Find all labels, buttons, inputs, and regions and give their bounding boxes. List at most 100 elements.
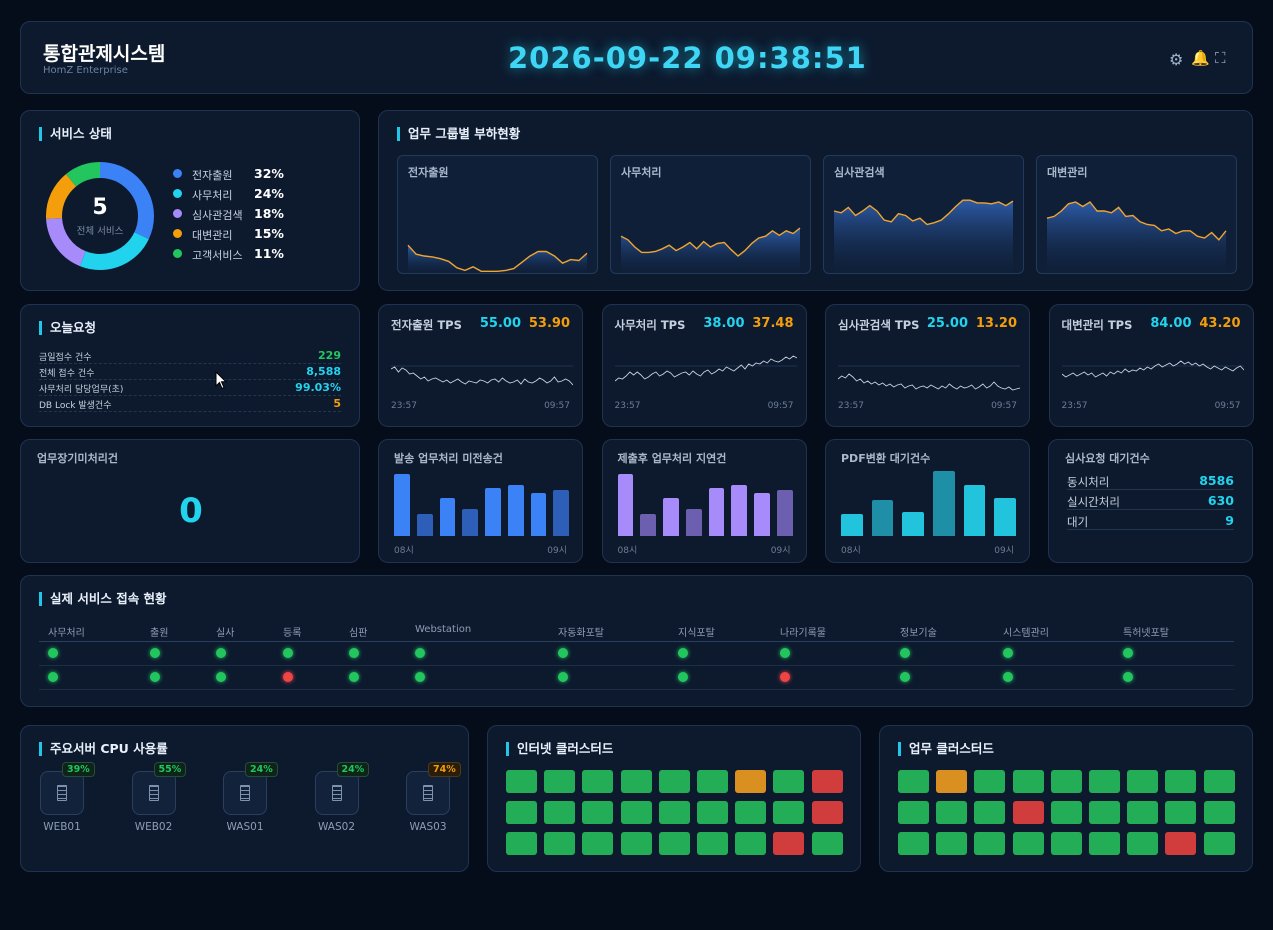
- cluster-node[interactable]: [1050, 801, 1082, 824]
- legend-label: 전자출원: [192, 169, 233, 182]
- access-status-dot[interactable]: [900, 648, 910, 658]
- tps-panel: 사무처리 TPS 38.00 37.48 23:57 09:57: [601, 304, 807, 427]
- access-status-dot[interactable]: [283, 648, 293, 658]
- cluster-node[interactable]: [1203, 801, 1235, 824]
- cluster-node[interactable]: [1203, 770, 1235, 793]
- cluster-node[interactable]: [1089, 770, 1120, 793]
- cluster-node[interactable]: [697, 801, 728, 824]
- cluster-node[interactable]: [1089, 801, 1120, 824]
- server-card[interactable]: [131, 771, 176, 815]
- group-load-card[interactable]: 심사관검색: [823, 155, 1024, 274]
- cluster-node[interactable]: [544, 832, 576, 855]
- access-status-dot[interactable]: [558, 648, 568, 658]
- cluster-node[interactable]: [735, 770, 767, 793]
- cluster-node[interactable]: [620, 801, 652, 824]
- cluster-node[interactable]: [1127, 801, 1159, 824]
- access-status-dot[interactable]: [349, 648, 359, 658]
- cluster-node[interactable]: [506, 832, 537, 855]
- cluster-node[interactable]: [658, 832, 690, 855]
- access-status-dot[interactable]: [283, 672, 293, 682]
- gear-icon[interactable]: ⚙: [1169, 50, 1184, 69]
- cluster-node[interactable]: [1050, 832, 1082, 855]
- cluster-node[interactable]: [1089, 832, 1120, 855]
- server-icon: [57, 785, 67, 801]
- access-status-dot[interactable]: [780, 672, 790, 682]
- access-status-dot[interactable]: [1123, 648, 1133, 658]
- area-line: [1046, 201, 1227, 241]
- access-status-dot[interactable]: [415, 648, 425, 658]
- cluster-node[interactable]: [1012, 770, 1044, 793]
- cluster-node[interactable]: [773, 770, 805, 793]
- cluster-node[interactable]: [544, 770, 576, 793]
- cluster-node[interactable]: [811, 832, 843, 855]
- cluster-node[interactable]: [735, 801, 767, 824]
- cluster-node[interactable]: [697, 770, 728, 793]
- cluster-node[interactable]: [582, 770, 614, 793]
- cluster-node[interactable]: [974, 801, 1006, 824]
- access-status-dot[interactable]: [216, 672, 226, 682]
- cluster-node[interactable]: [658, 801, 690, 824]
- access-status-dot[interactable]: [349, 672, 359, 682]
- cluster-node[interactable]: [936, 801, 968, 824]
- access-status-dot[interactable]: [1003, 648, 1013, 658]
- access-status-dot[interactable]: [48, 672, 58, 682]
- access-status-dot[interactable]: [1003, 672, 1013, 682]
- access-status-dot[interactable]: [48, 648, 58, 658]
- cluster-node[interactable]: [936, 832, 968, 855]
- group-load-card[interactable]: 대변관리: [1036, 155, 1237, 274]
- server-card[interactable]: [223, 771, 267, 815]
- cluster-node[interactable]: [697, 832, 728, 855]
- cluster-node[interactable]: [1165, 801, 1197, 824]
- cluster-node[interactable]: [582, 832, 614, 855]
- cluster-node[interactable]: [1012, 801, 1044, 824]
- cluster-node[interactable]: [811, 770, 843, 793]
- access-status-dot[interactable]: [1123, 672, 1133, 682]
- cluster-node[interactable]: [1203, 832, 1235, 855]
- cluster-node[interactable]: [506, 770, 537, 793]
- cluster-node[interactable]: [620, 770, 652, 793]
- cluster-node[interactable]: [1165, 832, 1197, 855]
- server-card[interactable]: [406, 771, 450, 815]
- cluster-node[interactable]: [898, 832, 929, 855]
- cluster-node[interactable]: [773, 801, 805, 824]
- cluster-node[interactable]: [1127, 832, 1159, 855]
- access-status-dot[interactable]: [678, 672, 688, 682]
- server-card[interactable]: [40, 771, 84, 815]
- cluster-node[interactable]: [735, 832, 767, 855]
- access-status-dot[interactable]: [780, 648, 790, 658]
- access-status-dot[interactable]: [150, 648, 160, 658]
- server-card[interactable]: [314, 771, 359, 815]
- cluster-node[interactable]: [898, 770, 929, 793]
- cluster-node[interactable]: [773, 832, 805, 855]
- cluster-node[interactable]: [936, 770, 968, 793]
- cluster-node[interactable]: [658, 770, 690, 793]
- cluster-node[interactable]: [898, 801, 929, 824]
- cluster-node[interactable]: [544, 801, 576, 824]
- group-load-card[interactable]: 전자출원: [397, 155, 598, 274]
- cluster-node[interactable]: [1165, 770, 1197, 793]
- server-name: WAS02: [317, 821, 356, 833]
- cluster-node[interactable]: [1012, 832, 1044, 855]
- bell-icon[interactable]: 🔔: [1191, 49, 1210, 67]
- access-status-dot[interactable]: [216, 648, 226, 658]
- cluster-node[interactable]: [582, 801, 614, 824]
- cluster-node[interactable]: [620, 832, 652, 855]
- header-bar: 통합관제시스템 HomZ Enterprise 2026-09-22 09:38…: [20, 21, 1253, 94]
- cluster-node[interactable]: [1127, 770, 1159, 793]
- access-status-dot[interactable]: [678, 648, 688, 658]
- cluster-node[interactable]: [974, 832, 1006, 855]
- cluster-node[interactable]: [506, 801, 537, 824]
- cluster-node[interactable]: [811, 801, 843, 824]
- access-status-dot[interactable]: [415, 672, 425, 682]
- bar-end-label: 09시: [994, 546, 1014, 556]
- access-status-dot[interactable]: [558, 672, 568, 682]
- access-status-dot[interactable]: [150, 672, 160, 682]
- pending-panel: 업무장기미처리건 0: [20, 439, 360, 563]
- fullscreen-icon[interactable]: ⛶: [1215, 49, 1226, 67]
- access-status-dot[interactable]: [900, 672, 910, 682]
- group-load-card[interactable]: 사무처리: [610, 155, 811, 274]
- bar-chart-title: PDF변환 대기건수: [841, 452, 931, 465]
- cluster-node[interactable]: [974, 770, 1006, 793]
- cluster-node[interactable]: [1050, 770, 1082, 793]
- tps-line: [1061, 360, 1244, 378]
